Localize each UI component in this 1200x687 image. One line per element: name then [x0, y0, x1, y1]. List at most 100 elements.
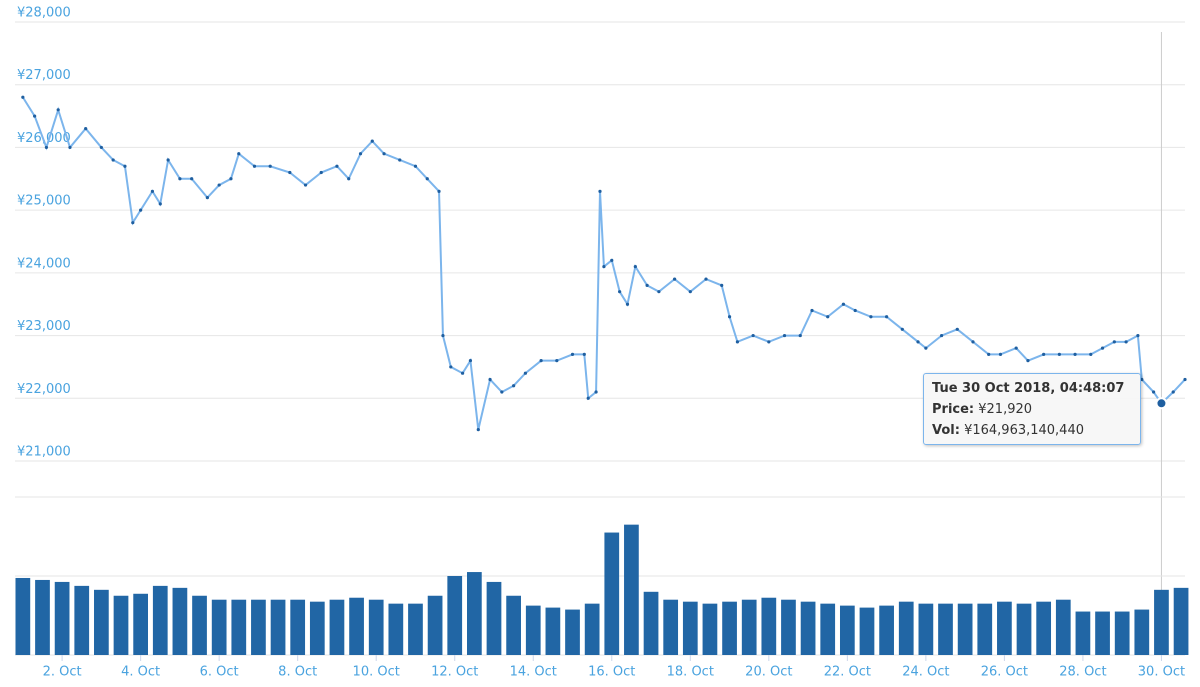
volume-bar	[1036, 601, 1052, 655]
price-point	[645, 283, 649, 287]
volume-bar	[427, 595, 443, 655]
price-point	[657, 290, 661, 294]
tooltip-price-label: Price:	[932, 402, 975, 417]
price-point	[319, 170, 323, 175]
x-tick-label: 4. Oct	[121, 665, 160, 680]
price-point	[598, 189, 602, 193]
volume-bar	[761, 597, 777, 655]
price-point	[618, 290, 622, 294]
x-tick-label: 24. Oct	[902, 665, 949, 680]
volume-bar	[1016, 603, 1032, 655]
price-point	[1100, 346, 1105, 350]
volume-bar	[938, 603, 953, 655]
price-point	[476, 428, 480, 432]
price-point	[735, 340, 740, 344]
price-line	[22, 96, 1186, 430]
x-tick-label: 8. Oct	[278, 665, 317, 680]
volume-bar	[722, 601, 737, 655]
price-point	[468, 359, 473, 363]
x-tick-label: 14. Oct	[510, 665, 557, 680]
price-point	[358, 152, 363, 156]
price-point	[303, 183, 308, 187]
price-point	[798, 333, 802, 338]
volume-bar	[54, 581, 70, 655]
price-point	[1140, 377, 1144, 382]
price-point	[437, 189, 441, 193]
volume-bar	[1173, 587, 1189, 655]
volume-bar	[1134, 609, 1150, 655]
volume-bar	[211, 599, 227, 655]
price-point	[488, 377, 492, 382]
price-point	[1112, 340, 1116, 344]
tooltip-price-value: ¥21,920	[978, 402, 1033, 417]
price-point	[539, 359, 543, 363]
price-point	[205, 196, 209, 200]
volume-bar	[486, 581, 502, 655]
price-point	[1183, 377, 1187, 382]
y-tick-label: ¥24,000	[17, 256, 71, 271]
volume-bar	[604, 532, 620, 655]
price-point	[869, 315, 873, 319]
x-tick-label: 12. Oct	[431, 665, 478, 680]
price-point	[1124, 340, 1128, 344]
volume-bar	[918, 603, 934, 655]
volume-bar	[349, 597, 364, 655]
volume-bar	[94, 589, 109, 655]
x-tick-label: 2. Oct	[43, 665, 82, 680]
price-point	[625, 302, 630, 306]
price-point	[633, 264, 637, 269]
price-point	[826, 315, 830, 319]
price-point	[158, 202, 162, 206]
price-point	[971, 340, 975, 344]
price-point	[767, 340, 771, 344]
volume-bar	[525, 605, 541, 655]
price-point	[335, 164, 339, 168]
volume-bar	[15, 577, 31, 655]
price-point	[885, 315, 889, 319]
x-tick-label: 18. Oct	[667, 665, 714, 680]
price-point	[111, 158, 115, 162]
volume-bar	[467, 572, 482, 655]
price-point	[150, 189, 155, 193]
y-tick-label: ¥27,000	[17, 68, 71, 83]
price-point	[425, 177, 429, 181]
y-tick-label: ¥21,000	[17, 445, 71, 460]
tooltip-title: Tue 30 Oct 2018, 04:48:07	[932, 381, 1125, 396]
volume-bar	[368, 599, 384, 655]
tooltip-price: Price: ¥21,920	[932, 399, 1132, 420]
volume-bar	[997, 601, 1012, 655]
price-point	[512, 384, 516, 388]
y-tick-label: ¥23,000	[17, 319, 71, 334]
volume-bar	[682, 601, 698, 655]
y-tick-label: ¥22,000	[17, 382, 71, 397]
price-point	[586, 396, 590, 400]
volume-bar	[741, 599, 757, 655]
price-point	[449, 365, 453, 369]
x-tick-label: 10. Oct	[353, 665, 400, 680]
volume-bar	[251, 599, 266, 655]
volume-bar	[663, 599, 679, 655]
price-point	[1057, 352, 1061, 356]
volume-bar	[388, 603, 404, 655]
price-point	[610, 258, 614, 262]
x-tick-label: 16. Oct	[588, 665, 635, 680]
volume-bar	[290, 599, 306, 655]
volume-bar	[1114, 611, 1130, 655]
price-point	[924, 346, 928, 350]
price-point	[594, 390, 598, 394]
price-point	[900, 327, 904, 331]
price-point	[939, 333, 944, 338]
volume-bar	[859, 607, 875, 655]
price-point	[500, 390, 504, 394]
x-tick-label: 28. Oct	[1059, 665, 1106, 680]
price-point	[1089, 352, 1093, 356]
price-point	[1171, 390, 1175, 394]
price-point	[441, 333, 445, 338]
price-point	[139, 208, 143, 212]
x-tick-label: 26. Oct	[981, 665, 1028, 680]
volume-bar	[329, 599, 345, 655]
volume-bar	[231, 599, 247, 655]
price-point	[382, 152, 386, 156]
volume-bar	[113, 595, 129, 655]
